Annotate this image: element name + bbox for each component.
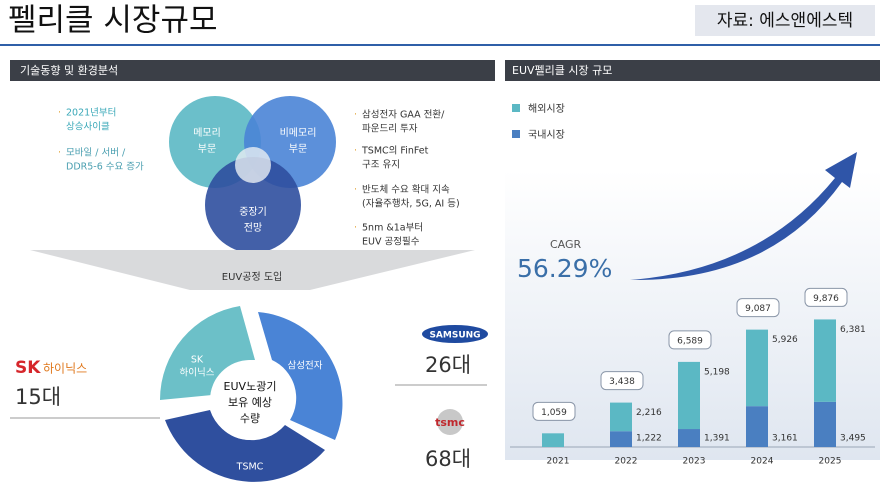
segment-label: 3,495 — [840, 434, 866, 444]
samsung-logo: SAMSUNG — [429, 331, 480, 341]
venn-label: 전망 — [244, 222, 262, 234]
segment-label: 6,381 — [840, 325, 866, 335]
venn-label: 부문 — [198, 143, 216, 155]
total-label: 3,438 — [609, 377, 635, 387]
cycle-center-label: EUV노광기 — [224, 380, 277, 393]
bar-segment — [814, 401, 836, 447]
segment-label: 1,222 — [636, 434, 662, 444]
bar-segment — [746, 329, 768, 407]
total-label: 6,589 — [677, 336, 703, 346]
company-count: 15대 — [15, 385, 61, 409]
legend-label: 국내시장 — [528, 129, 565, 141]
x-tick-label: 2024 — [751, 457, 774, 467]
samsung-logo-bg — [422, 325, 488, 343]
bullet-dot: · — [354, 223, 357, 234]
x-tick-label: 2021 — [547, 457, 570, 467]
bar-segment — [610, 402, 632, 432]
segment-label: 5,926 — [772, 335, 798, 345]
bullet-text: TSMC의 FinFet — [361, 146, 429, 157]
total-box — [668, 330, 712, 350]
cycle-label: SK — [191, 355, 204, 366]
panel-header — [505, 60, 880, 81]
cycle-label: TSMC — [236, 462, 264, 473]
bullet-text: 2021년부터 — [66, 108, 116, 119]
cycle-sk — [159, 306, 255, 400]
funnel-label: EUV공정 도입 — [222, 270, 282, 283]
bar-segment — [542, 433, 564, 447]
bullet-dot: · — [354, 185, 357, 196]
legend-swatch — [512, 104, 520, 112]
bullet-text: 모바일 / 서버 / — [66, 148, 126, 159]
source-box — [695, 5, 875, 36]
bar-segment — [678, 361, 700, 430]
chart-footer — [505, 460, 880, 494]
total-box — [736, 298, 780, 318]
total-label: 9,087 — [745, 304, 771, 314]
legend-label: 해외시장 — [528, 102, 565, 115]
venn-outlook — [205, 157, 301, 253]
bullet-text: 반도체 수요 확대 지속 — [362, 184, 450, 196]
bullet-dot: · — [354, 146, 357, 157]
cycle-center-label: 보유 예상 — [228, 396, 272, 409]
bullet-text: EUV 공정필수 — [362, 236, 420, 248]
total-label: 9,876 — [813, 294, 839, 304]
total-box — [804, 287, 848, 307]
chart-title: EUV펠리클 시장 규모 — [512, 64, 612, 77]
cycle-center-label: 수량 — [240, 412, 260, 425]
x-tick-label: 2023 — [683, 457, 706, 467]
venn-center — [235, 147, 271, 183]
cycle-label: 하이닉스 — [180, 367, 215, 379]
venn-label: 메모리 — [193, 127, 221, 139]
x-tick-label: 2025 — [819, 457, 842, 467]
bullet-text: 구조 유지 — [362, 160, 400, 171]
total-box — [532, 401, 576, 421]
tsmc-logo-bg — [437, 409, 463, 435]
bullet-text: 상승사이클 — [66, 122, 110, 133]
venn-label: 부문 — [289, 143, 307, 155]
legend-swatch — [512, 130, 520, 138]
funnel — [30, 250, 475, 290]
bullet-dot: · — [58, 108, 61, 119]
venn-label: 중장기 — [239, 206, 267, 218]
cycle-tsmc — [165, 410, 325, 482]
panel-title: 기술동향 및 환경분석 — [20, 64, 118, 77]
growth-arrow — [630, 152, 857, 281]
cycle-samsung — [258, 312, 343, 440]
cagr-value: 56.29% — [517, 254, 612, 283]
bullet-text: 삼성전자 GAA 전환/ — [362, 109, 445, 121]
sk-logo: SK — [15, 358, 41, 378]
bar-segment — [746, 406, 768, 447]
sk-logo: 하이닉스 — [43, 362, 87, 376]
venn-label: 비메모리 — [280, 127, 317, 139]
cagr-label: CAGR — [550, 238, 582, 251]
company-count: 68대 — [425, 447, 471, 471]
bullet-text: DDR5-6 수요 증가 — [66, 162, 144, 173]
cycle-label: 삼성전자 — [288, 361, 323, 372]
bullet-text: 5nm &1a부터 — [362, 223, 423, 234]
segment-label: 5,198 — [704, 367, 730, 377]
segment-label: 1,391 — [704, 434, 730, 444]
bullet-text: (자율주행차, 5G, AI 등) — [362, 198, 460, 210]
total-label: 1,059 — [541, 408, 567, 418]
bullet-text: 파운드리 투자 — [362, 124, 418, 135]
total-box — [600, 371, 644, 391]
bar-segment — [678, 429, 700, 447]
bar-segment — [814, 319, 836, 402]
source: 자료: 에스앤에스텍 — [717, 11, 853, 31]
tsmc-logo: tsmc — [435, 416, 465, 429]
x-tick-label: 2022 — [615, 457, 638, 467]
segment-label: 3,161 — [772, 434, 798, 444]
cycle-center — [210, 360, 290, 440]
bar-segment — [610, 431, 632, 447]
segment-label: 2,216 — [636, 408, 662, 418]
bullet-dot: · — [58, 148, 61, 159]
bullet-dot: · — [354, 110, 357, 121]
panel-header — [10, 60, 495, 81]
slide-title: 펠리클 시장규모 — [8, 3, 218, 39]
company-count: 26대 — [425, 353, 471, 377]
